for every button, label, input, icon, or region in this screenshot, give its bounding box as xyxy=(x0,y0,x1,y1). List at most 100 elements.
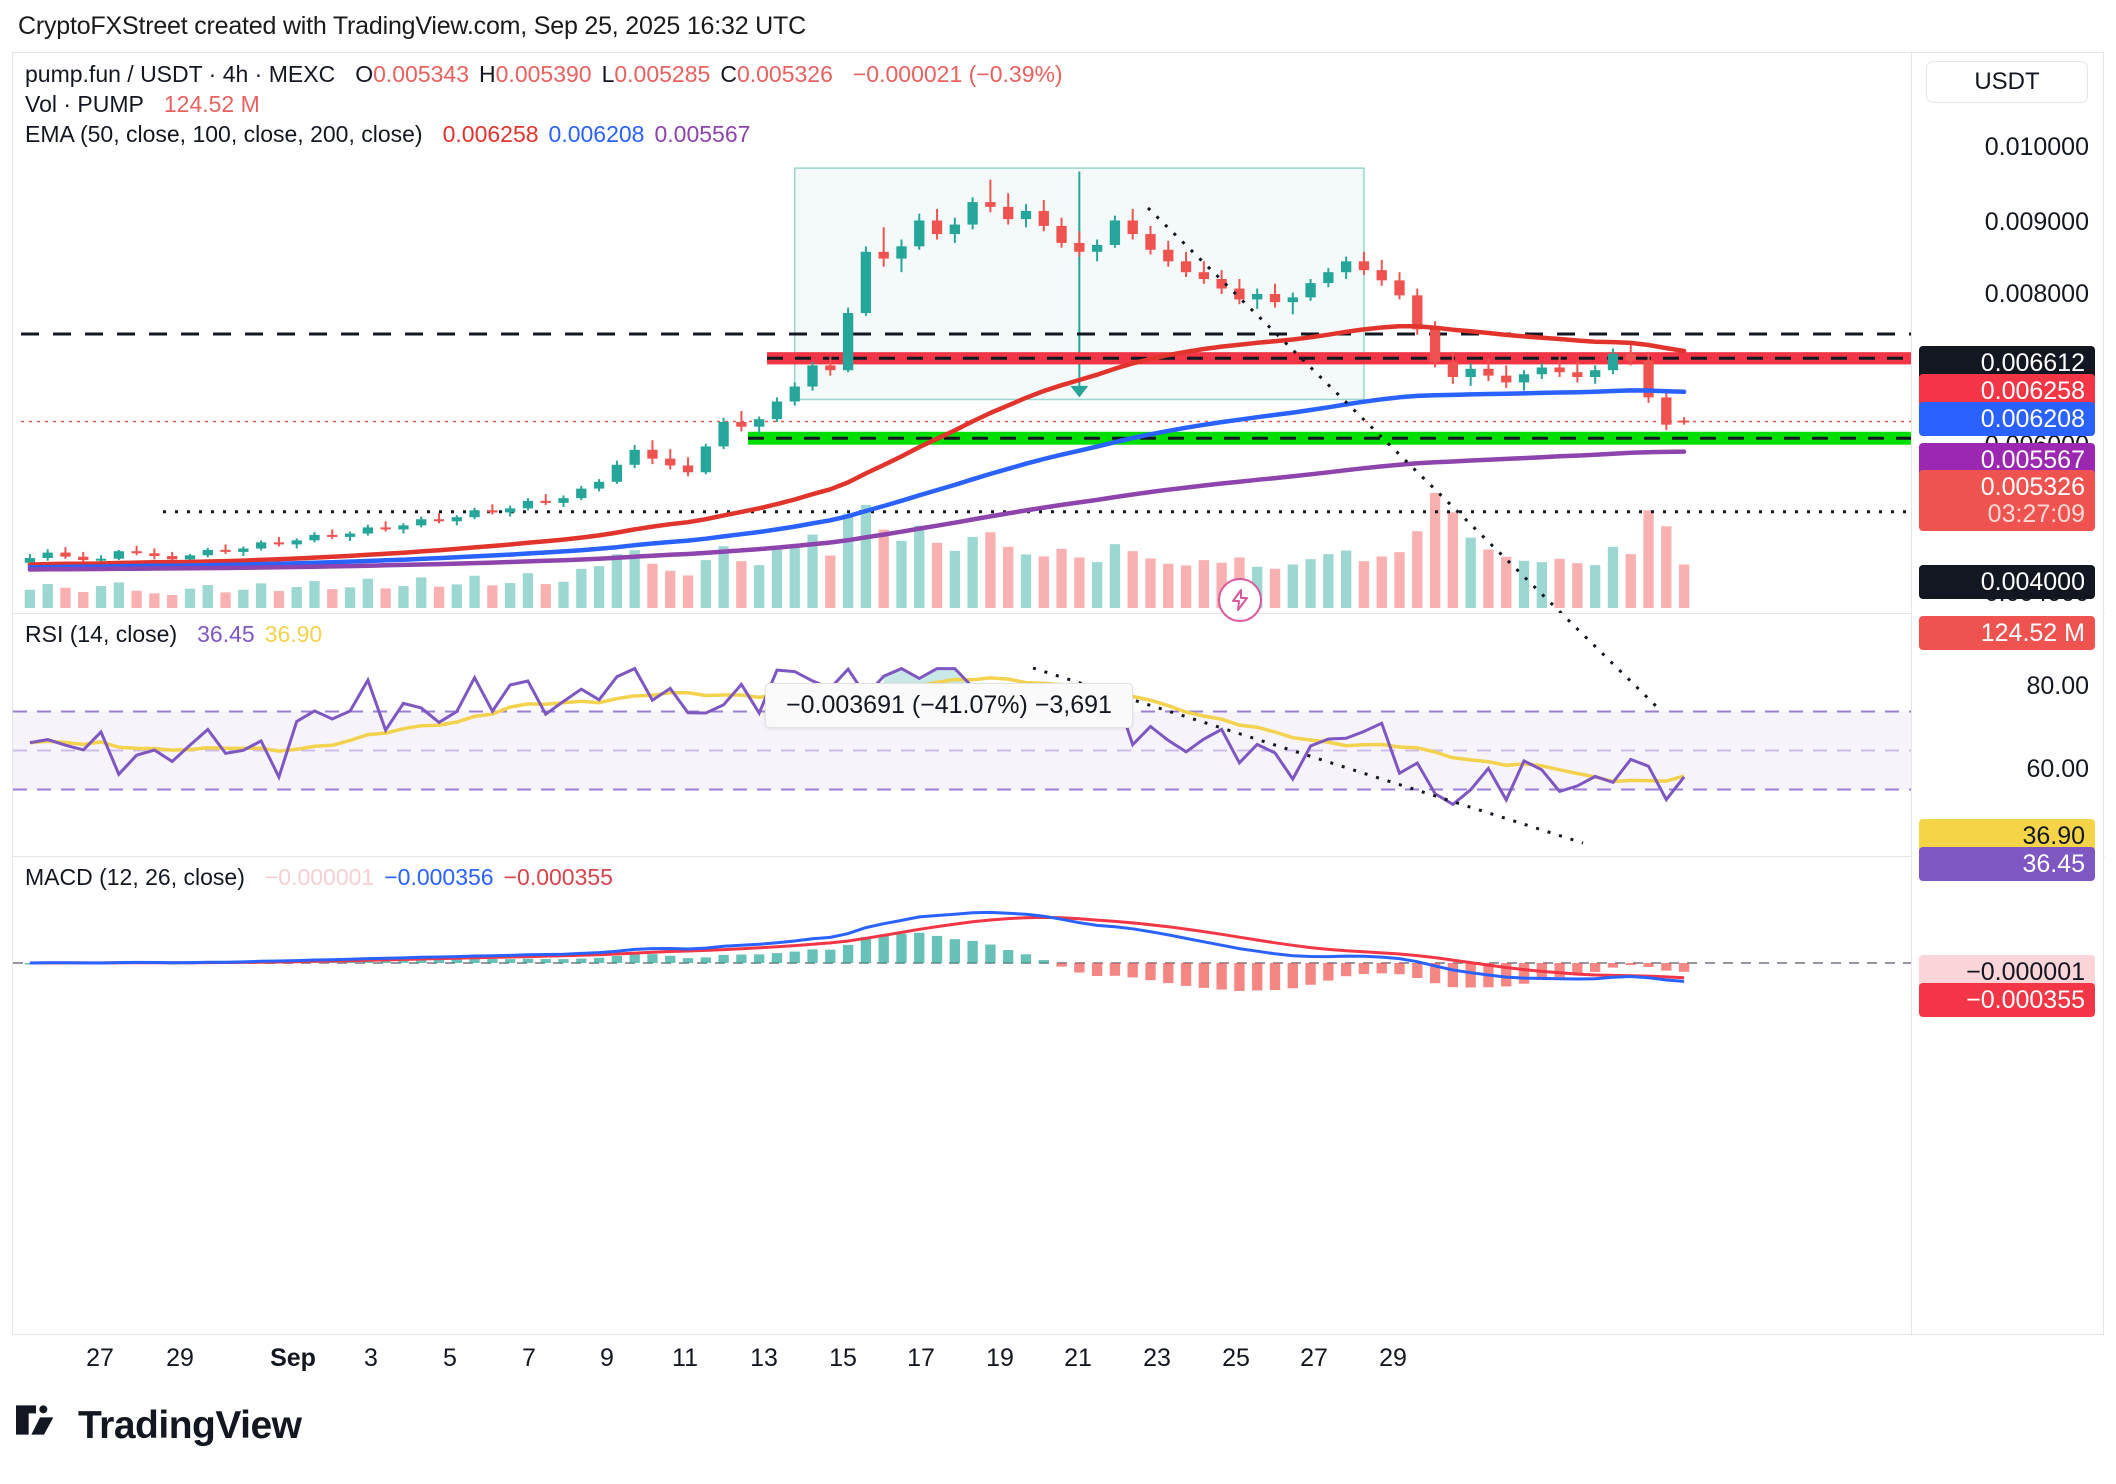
candle-body xyxy=(860,251,872,314)
time-scale[interactable]: 27 29 Sep 3 5 7 9 11 13 15 17 19 21 23 25 27 29 xyxy=(12,1336,2104,1392)
macd-histogram-bar xyxy=(593,957,605,963)
candle-body xyxy=(540,500,551,503)
volume-bar xyxy=(184,588,196,608)
candle-body xyxy=(1198,272,1210,279)
volume-bar xyxy=(807,534,818,608)
macd-histogram-bar xyxy=(825,949,836,963)
macd-hist-value: −0.000001 xyxy=(264,864,375,890)
macd-histogram-bar xyxy=(967,940,978,963)
volume-bar xyxy=(131,590,142,608)
price-pill-countdown: 03:27:09 xyxy=(1919,497,2095,531)
main-legend-ema: EMA (50, close, 100, close, 200, close) 0… xyxy=(25,121,750,148)
macd-histogram-bar xyxy=(433,959,445,963)
tradingview-wordmark: TradingView xyxy=(78,1404,302,1447)
candle-body xyxy=(522,500,534,509)
volume-bar xyxy=(736,561,747,608)
candle-body xyxy=(1305,283,1316,298)
macd-histogram-bar xyxy=(1020,954,1032,963)
ema200-line xyxy=(27,449,1687,572)
volume-label: Vol · PUMP xyxy=(25,91,144,117)
candle-body xyxy=(593,481,605,489)
volume-bar xyxy=(1394,552,1405,608)
macd-histogram-bar xyxy=(1252,963,1263,991)
time-axis-label: 15 xyxy=(829,1344,857,1372)
candle-body xyxy=(380,527,391,530)
ema100-line xyxy=(27,388,1687,570)
macd-histogram-bar xyxy=(558,959,569,963)
macd-histogram-bar xyxy=(736,954,747,963)
candle-body xyxy=(842,313,854,371)
candle-body xyxy=(967,202,978,225)
price-pill-ema100: 0.006208 xyxy=(1919,402,2095,436)
volume-bar xyxy=(95,586,107,608)
volume-bar xyxy=(1074,557,1085,608)
candle-body xyxy=(362,527,374,534)
volume-bar xyxy=(522,573,534,608)
macd-histogram-bar xyxy=(24,963,36,965)
candle-body xyxy=(700,446,711,473)
macd-histogram-bar xyxy=(1109,963,1121,976)
volume-bar xyxy=(1056,548,1067,608)
volume-bar xyxy=(1518,560,1530,608)
candle-body xyxy=(291,540,302,545)
macd-histogram-bar xyxy=(700,957,711,963)
time-axis-label: 13 xyxy=(750,1344,778,1372)
volume-bar xyxy=(1429,493,1441,608)
macd-pill-signal: −0.000355 xyxy=(1919,983,2095,1017)
volume-bar xyxy=(825,555,836,608)
macd-histogram-bar xyxy=(1465,963,1476,988)
volume-bar xyxy=(931,542,943,608)
macd-histogram-bar xyxy=(504,959,516,963)
lightning-icon[interactable] xyxy=(1218,578,1262,622)
macd-histogram-bar xyxy=(1376,963,1387,974)
candle-body xyxy=(42,552,53,559)
candle-body xyxy=(1323,272,1334,284)
macd-histogram-bar xyxy=(985,944,996,963)
candle-body xyxy=(238,548,249,552)
volume-bar xyxy=(504,583,516,608)
macd-histogram-bar xyxy=(1305,963,1316,985)
candle-body xyxy=(220,549,231,552)
macd-histogram-bar xyxy=(1590,963,1601,972)
candle-body xyxy=(1678,420,1690,423)
ema50-value: 0.006258 xyxy=(442,121,539,147)
macd-histogram-bar xyxy=(771,953,783,963)
legend-close-label: C xyxy=(720,61,737,87)
volume-bar xyxy=(42,584,53,608)
candle-body xyxy=(1590,370,1601,377)
macd-histogram-bar xyxy=(1074,963,1085,973)
price-pill-volume: 124.52 M xyxy=(1919,616,2095,650)
pane-separator-rsi-macd xyxy=(13,856,2105,857)
volume-bar xyxy=(1020,554,1032,608)
ema-label: EMA (50, close, 100, close, 200, close) xyxy=(25,121,423,147)
volume-bar xyxy=(896,540,907,608)
volume-bar xyxy=(1091,562,1103,608)
macd-histogram-bar xyxy=(1269,963,1281,991)
volume-bar xyxy=(78,592,89,608)
candle-body xyxy=(736,421,747,427)
candle-body xyxy=(1145,234,1156,250)
price-scale[interactable]: USDT 0.0100000.0090000.0080000.0070000.0… xyxy=(1911,53,2103,1334)
candle-body xyxy=(629,449,640,465)
candle-body xyxy=(1465,368,1476,377)
volume-bar xyxy=(309,581,320,608)
candle-body xyxy=(825,365,836,371)
candle-body xyxy=(1074,242,1085,252)
volume-bar xyxy=(878,529,889,608)
candle-body xyxy=(665,458,676,466)
legend-high-label: H xyxy=(479,61,496,87)
volume-bar xyxy=(362,578,374,608)
volume-bar xyxy=(291,587,302,608)
candle-body xyxy=(1643,360,1654,398)
candle-body xyxy=(1501,375,1512,383)
volume-bar xyxy=(149,593,160,608)
ema200-value: 0.005567 xyxy=(654,121,751,147)
volume-bar xyxy=(949,550,960,608)
macd-histogram-bar xyxy=(1678,963,1690,972)
legend-symbol: pump.fun / USDT · 4h · MEXC xyxy=(25,61,336,87)
volume-bar xyxy=(1003,546,1014,608)
macd-histogram-bar xyxy=(1572,963,1583,975)
candle-body xyxy=(1394,280,1405,296)
chart-frame: pump.fun / USDT · 4h · MEXC O0.005343 H0.0… xyxy=(12,52,2105,1335)
volume-bar xyxy=(255,583,267,608)
